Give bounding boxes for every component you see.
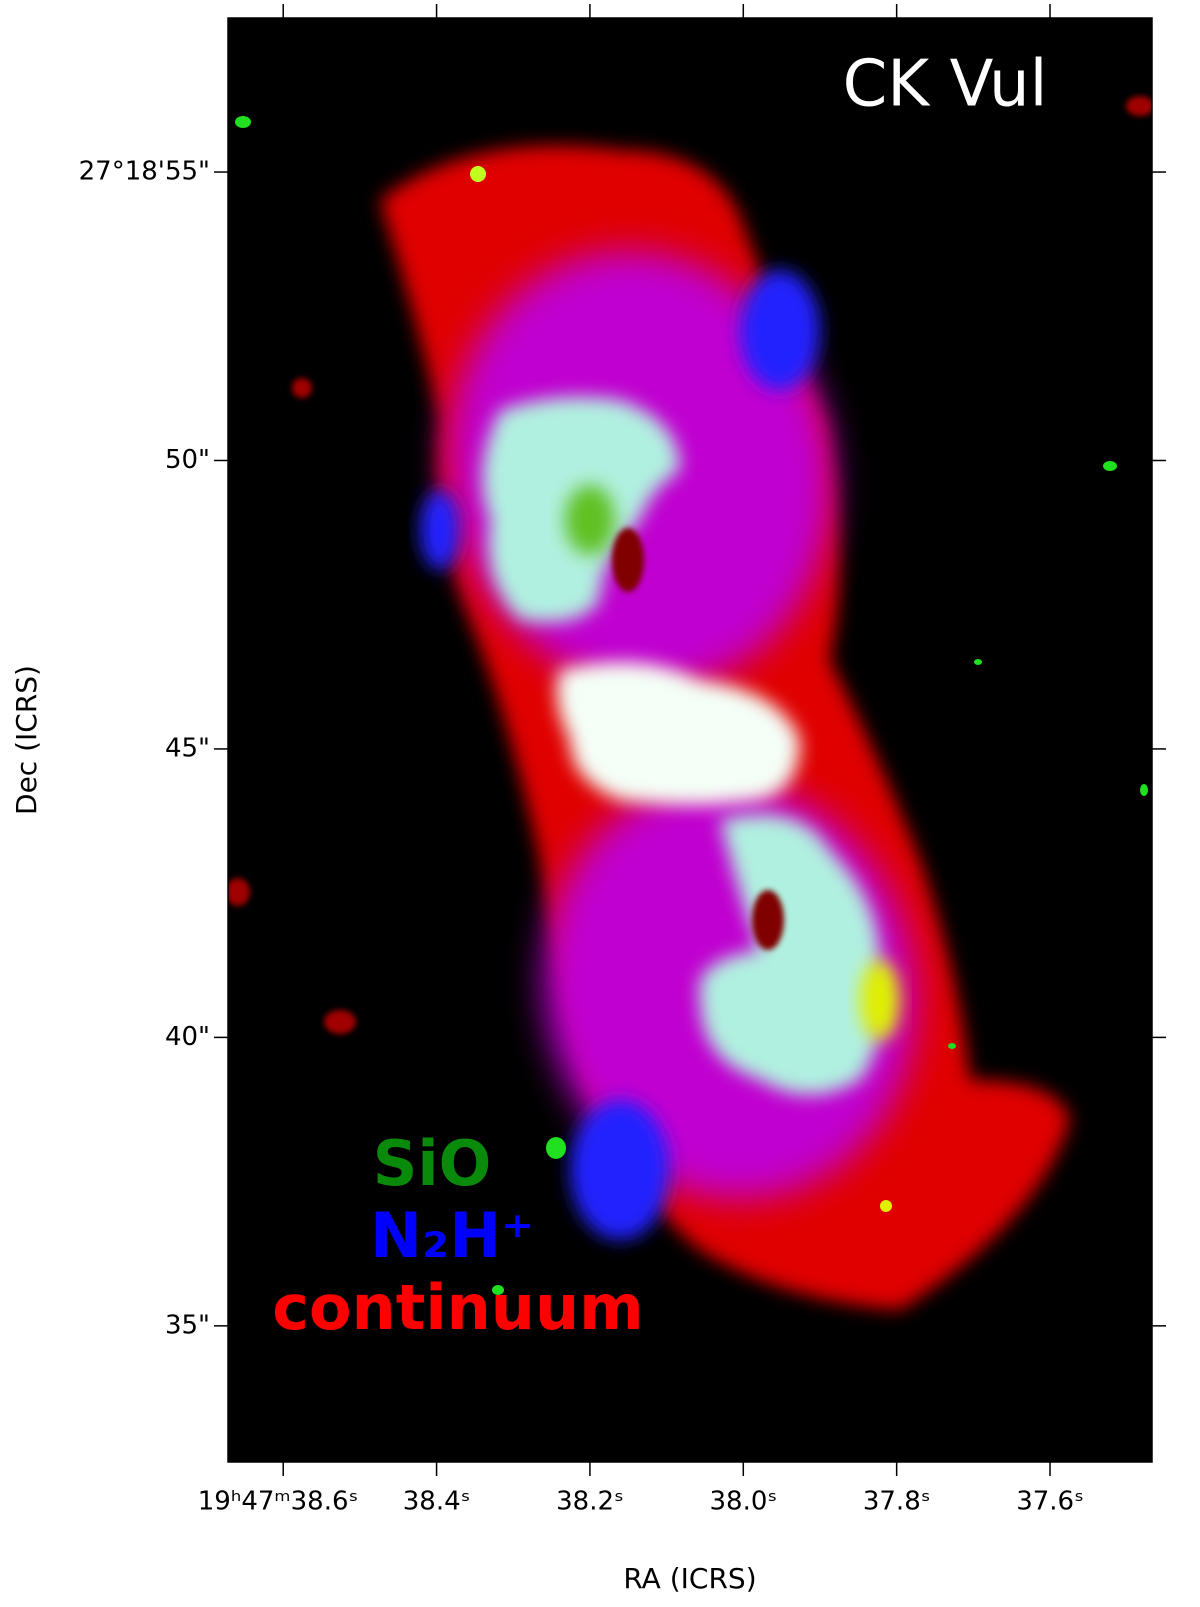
legend-label: continuum — [272, 1271, 643, 1344]
x-tick-label: 37.8ˢ — [863, 1487, 931, 1517]
y-tick-label: 35" — [165, 1310, 210, 1340]
image — [228, 18, 1152, 1462]
dark-core — [612, 528, 644, 592]
green-patch — [565, 485, 615, 555]
blue-edge — [420, 490, 460, 570]
chart-title: CK Vul — [843, 48, 1048, 122]
y-tick-label: 45" — [165, 733, 210, 763]
x-tick-label: 19ʰ47ᵐ38.6ˢ — [198, 1487, 358, 1517]
x-tick-label: 38.0ˢ — [709, 1487, 777, 1517]
x-axis-label: RA (ICRS) — [623, 1562, 756, 1595]
sio-speckles — [235, 116, 1148, 1295]
continuum-speckles — [228, 96, 1152, 1034]
x-tick-label: 38.2ˢ — [556, 1487, 624, 1517]
yellow-patch — [860, 960, 900, 1040]
blue-edge — [740, 270, 820, 390]
bright-center — [556, 662, 800, 805]
bright-region-lower — [698, 814, 883, 1095]
dark-core — [752, 890, 784, 950]
y-tick-label: 27°18'55" — [79, 157, 210, 187]
x-tick-label: 37.6ˢ — [1016, 1487, 1084, 1517]
legend-label: N₂H⁺ — [370, 1199, 534, 1272]
y-tick-label: 40" — [165, 1022, 210, 1052]
plot-frame — [227, 17, 1153, 1463]
x-tick-label: 38.4ˢ — [403, 1487, 471, 1517]
blue-edge — [570, 1100, 670, 1240]
y-tick-label: 50" — [165, 445, 210, 475]
y-axis-label: Dec (ICRS) — [10, 665, 43, 815]
legend-label: SiO — [373, 1127, 492, 1200]
